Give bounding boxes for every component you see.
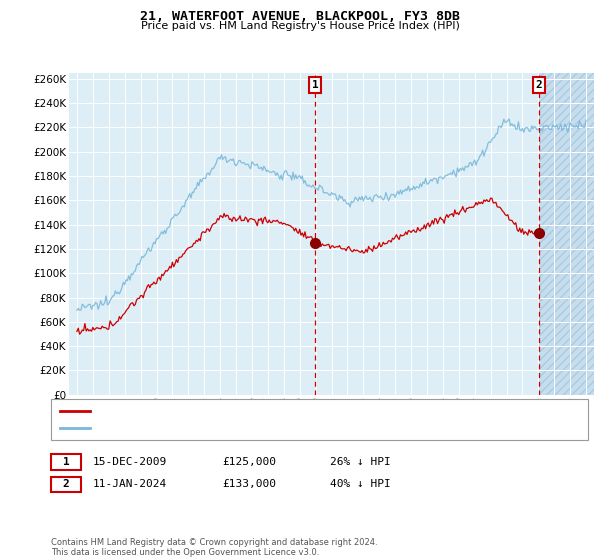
Text: 40% ↓ HPI: 40% ↓ HPI (330, 479, 391, 489)
Text: £125,000: £125,000 (222, 457, 276, 467)
Text: 21, WATERFOOT AVENUE, BLACKPOOL, FY3 8DB (detached house): 21, WATERFOOT AVENUE, BLACKPOOL, FY3 8DB… (97, 405, 432, 416)
Text: £133,000: £133,000 (222, 479, 276, 489)
Text: 2: 2 (536, 80, 542, 90)
Text: Contains HM Land Registry data © Crown copyright and database right 2024.
This d: Contains HM Land Registry data © Crown c… (51, 538, 377, 557)
Text: 1: 1 (311, 80, 319, 90)
Text: Price paid vs. HM Land Registry's House Price Index (HPI): Price paid vs. HM Land Registry's House … (140, 21, 460, 31)
Text: 15-DEC-2009: 15-DEC-2009 (93, 457, 167, 467)
Text: HPI: Average price, detached house, Blackpool: HPI: Average price, detached house, Blac… (97, 423, 362, 433)
Bar (539, 73, 600, 395)
Text: 2: 2 (62, 479, 70, 489)
Text: 1: 1 (62, 457, 70, 467)
Text: 21, WATERFOOT AVENUE, BLACKPOOL, FY3 8DB: 21, WATERFOOT AVENUE, BLACKPOOL, FY3 8DB (140, 10, 460, 23)
Bar (539, 73, 600, 395)
Text: 11-JAN-2024: 11-JAN-2024 (93, 479, 167, 489)
Text: 26% ↓ HPI: 26% ↓ HPI (330, 457, 391, 467)
